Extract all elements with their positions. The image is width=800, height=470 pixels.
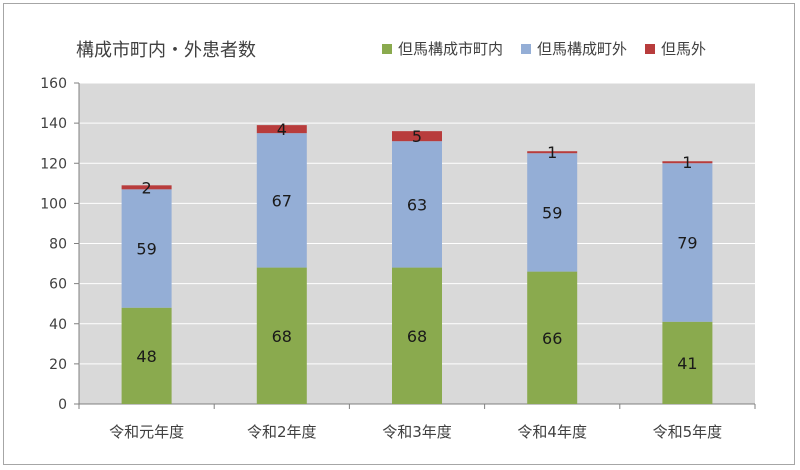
data-label: 59 [136,240,156,259]
legend-swatch-series-2 [645,43,656,54]
bar-series-1-category-1 [256,133,307,268]
bar-series-0-category-0 [121,307,172,404]
data-label: 59 [542,203,562,222]
data-label: 2 [142,178,152,197]
x-tick-label: 令和3年度 [382,423,452,441]
data-label: 68 [407,327,427,346]
x-tick-label: 令和5年度 [653,423,723,441]
bar-series-2-category-4 [662,161,713,164]
x-tick-label: 令和4年度 [517,423,587,441]
legend-swatch-series-1 [521,43,532,54]
y-tick-label: 20 [49,357,67,373]
legend-label-series-0: 但馬構成市町内 [398,40,504,58]
y-tick-label: 80 [49,237,67,253]
bar-series-2-category-0 [121,185,172,190]
data-label: 79 [677,233,697,252]
legend-label-series-2: 但馬外 [661,40,707,58]
y-tick-label: 40 [49,317,67,333]
legend: 但馬構成市町内 但馬構成町外 但馬外 [382,38,706,59]
data-label: 1 [682,153,692,172]
legend-item-series-1: 但馬構成町外 [521,38,627,59]
data-label: 68 [272,327,292,346]
data-label: 63 [407,195,427,214]
data-label: 1 [547,143,557,162]
y-tick-label: 160 [40,76,67,92]
legend-swatch-series-0 [382,43,392,54]
legend-item-series-2: 但馬外 [645,38,706,59]
chart-title: 構成市町内・外患者数 [76,40,256,61]
bar-series-1-category-2 [392,141,442,268]
bar-series-0-category-3 [527,271,578,404]
y-tick-label: 140 [40,116,67,132]
bar-series-2-category-3 [527,151,578,154]
bar-series-2-category-2 [392,131,442,142]
bar-series-0-category-1 [256,267,307,404]
bar-series-1-category-0 [121,189,172,308]
x-tick-label: 令和2年度 [247,423,317,441]
bar-series-1-category-3 [527,153,578,272]
data-label: 48 [136,347,156,366]
legend-item-series-0: 但馬構成市町内 [382,38,503,59]
bar-series-0-category-4 [662,321,713,404]
bar-series-0-category-2 [392,267,442,404]
y-tick-label: 120 [40,156,67,172]
data-label: 4 [277,120,287,139]
y-tick-label: 100 [40,196,67,212]
data-label: 66 [542,329,562,348]
x-tick-label: 令和元年度 [109,423,184,441]
legend-label-series-1: 但馬構成町外 [537,40,628,58]
data-label: 41 [677,354,697,373]
bar-series-1-category-4 [662,163,713,322]
data-label: 67 [272,191,292,210]
y-tick-label: 60 [49,277,67,293]
data-label: 5 [412,127,422,146]
bar-series-2-category-1 [256,125,307,134]
y-tick-label: 0 [58,397,67,413]
